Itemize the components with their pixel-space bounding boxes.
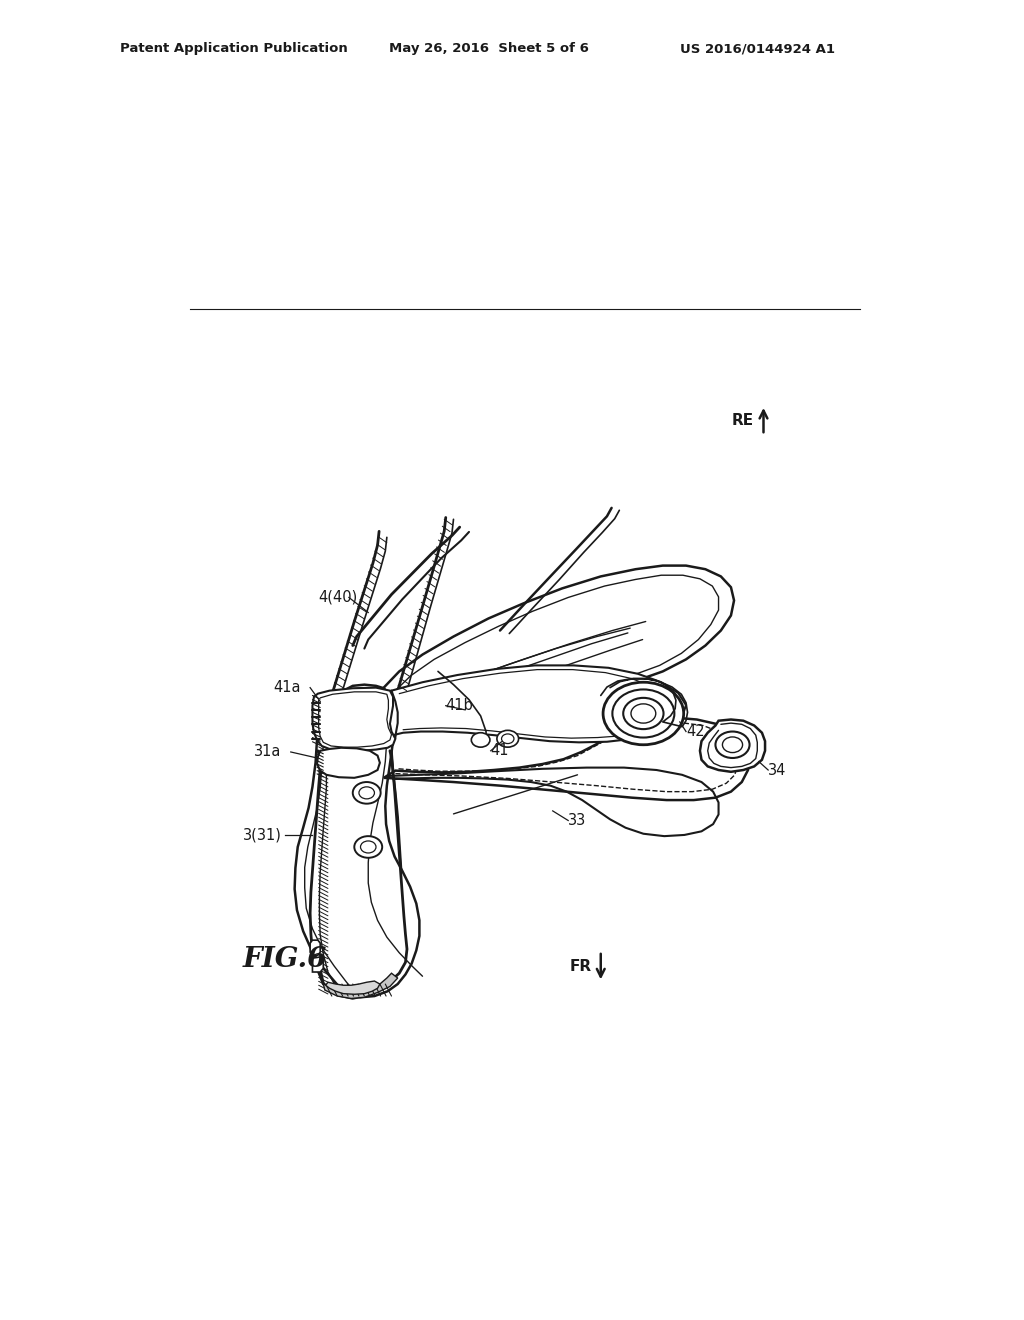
Polygon shape [295, 685, 420, 998]
Text: 41a: 41a [273, 680, 301, 696]
Ellipse shape [360, 841, 376, 853]
Text: FIG.6: FIG.6 [243, 946, 327, 973]
Polygon shape [326, 981, 380, 994]
Polygon shape [312, 957, 324, 972]
Text: 41b: 41b [445, 698, 473, 713]
Polygon shape [324, 973, 397, 998]
Polygon shape [310, 940, 321, 956]
Polygon shape [312, 688, 395, 751]
Polygon shape [700, 719, 765, 772]
Polygon shape [384, 718, 748, 800]
Ellipse shape [359, 787, 375, 799]
Ellipse shape [502, 734, 514, 743]
Ellipse shape [624, 698, 664, 729]
Text: 3(31): 3(31) [243, 828, 282, 842]
Ellipse shape [603, 682, 684, 744]
Text: 31a: 31a [254, 744, 281, 759]
Ellipse shape [612, 689, 675, 738]
Polygon shape [311, 751, 406, 998]
Text: FR: FR [569, 960, 592, 974]
Ellipse shape [471, 733, 489, 747]
Ellipse shape [631, 704, 655, 723]
Text: 4(40): 4(40) [317, 590, 357, 605]
Text: May 26, 2016  Sheet 5 of 6: May 26, 2016 Sheet 5 of 6 [389, 42, 589, 55]
Text: Patent Application Publication: Patent Application Publication [120, 42, 347, 55]
Text: 34: 34 [768, 763, 786, 777]
Ellipse shape [352, 781, 381, 804]
Ellipse shape [722, 737, 742, 752]
Polygon shape [317, 747, 380, 777]
Text: 33: 33 [568, 813, 587, 828]
Ellipse shape [716, 731, 750, 758]
Ellipse shape [354, 836, 382, 858]
Polygon shape [384, 565, 734, 702]
Text: 42: 42 [686, 725, 705, 739]
Text: RE: RE [732, 413, 755, 428]
Text: US 2016/0144924 A1: US 2016/0144924 A1 [680, 42, 835, 55]
Text: 41: 41 [490, 743, 509, 758]
Polygon shape [390, 665, 686, 742]
Ellipse shape [497, 730, 518, 747]
